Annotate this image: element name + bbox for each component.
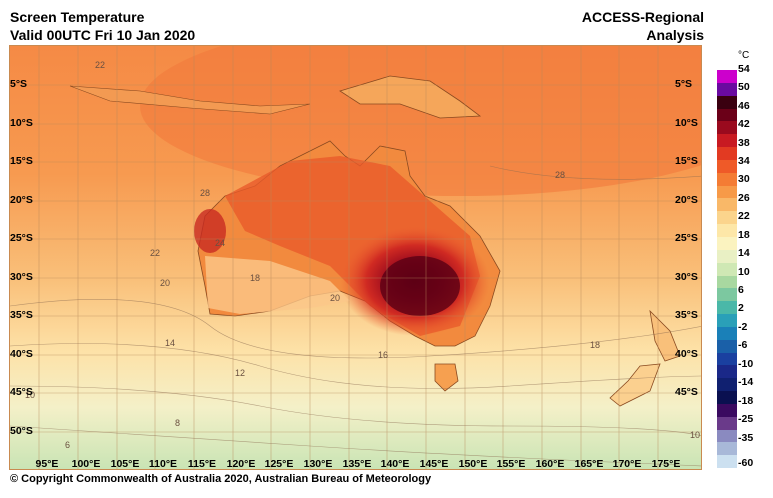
legend-unit: °C xyxy=(738,50,750,61)
svg-text:28: 28 xyxy=(555,170,565,180)
scale-label: 54 xyxy=(738,63,750,75)
scale-label: 30 xyxy=(738,173,750,185)
lon-label: 160°E xyxy=(535,458,565,470)
svg-text:10: 10 xyxy=(25,390,35,400)
scale-label: -18 xyxy=(738,395,754,407)
lat-label: 35°S xyxy=(675,309,698,321)
lat-label: 45°S xyxy=(10,386,33,398)
lat-label: 5°S xyxy=(675,78,693,90)
lon-label: 135°E xyxy=(342,458,372,470)
product-type: Analysis xyxy=(646,27,704,43)
lat-label: 5°S xyxy=(10,78,28,90)
svg-text:24: 24 xyxy=(215,238,225,248)
scale-label: 10 xyxy=(738,266,750,278)
scale-label: 34 xyxy=(738,155,750,167)
lat-label: 20°S xyxy=(10,194,33,206)
lat-label: 40°S xyxy=(10,348,33,360)
temperature-map[interactable]: 22 28 24 22 20 18 20 14 12 16 10 8 6 18 … xyxy=(9,45,702,470)
lon-label: 130°E xyxy=(303,458,333,470)
scale-label: 26 xyxy=(738,192,750,204)
svg-text:8: 8 xyxy=(175,418,180,428)
scale-label: -6 xyxy=(738,339,748,351)
lat-label: 20°S xyxy=(675,194,698,206)
scale-label: -25 xyxy=(738,413,754,425)
lon-label: 155°E xyxy=(496,458,526,470)
scale-label: -14 xyxy=(738,376,754,388)
lon-label: 100°E xyxy=(71,458,101,470)
lon-label: 170°E xyxy=(612,458,642,470)
copyright-notice: © Copyright Commonwealth of Australia 20… xyxy=(10,473,432,485)
scale-label: 2 xyxy=(738,302,744,314)
model-info: ACCESS-Regional Analysis xyxy=(582,8,704,44)
lon-label: 145°E xyxy=(419,458,449,470)
svg-text:18: 18 xyxy=(250,273,260,283)
lat-label: 15°S xyxy=(675,155,698,167)
lon-label: 125°E xyxy=(264,458,294,470)
lat-label: 45°S xyxy=(675,386,698,398)
scale-label: -10 xyxy=(738,358,754,370)
scale-label: 38 xyxy=(738,137,750,149)
lon-label: 115°E xyxy=(187,458,217,470)
lat-label: 35°S xyxy=(10,309,33,321)
lon-label: 175°E xyxy=(651,458,681,470)
lon-label: 165°E xyxy=(574,458,604,470)
scale-label: 14 xyxy=(738,247,750,259)
svg-text:28: 28 xyxy=(200,188,210,198)
svg-text:12: 12 xyxy=(235,368,245,378)
lon-label: 140°E xyxy=(380,458,410,470)
contour-label: 22 xyxy=(95,60,105,70)
scale-label: -2 xyxy=(738,321,748,333)
scale-label: 22 xyxy=(738,210,750,222)
scale-label: 50 xyxy=(738,81,750,93)
svg-text:10: 10 xyxy=(690,430,700,440)
scale-label: -35 xyxy=(738,432,754,444)
lon-label: 95°E xyxy=(35,458,59,470)
scale-label: 6 xyxy=(738,284,744,296)
scale-label: -60 xyxy=(738,457,754,469)
svg-text:14: 14 xyxy=(165,338,175,348)
lon-label: 150°E xyxy=(458,458,488,470)
title-text: Screen Temperature xyxy=(10,9,145,25)
valid-time: Valid 00UTC Fri 10 Jan 2020 xyxy=(10,27,196,43)
color-scale-labels: 54 50 46 42 38 34 30 26 22 18 14 10 6 2 … xyxy=(738,60,773,470)
lat-label: 50°S xyxy=(10,425,33,437)
lat-label: 10°S xyxy=(10,117,33,129)
scale-label: 18 xyxy=(738,229,750,241)
lon-label: 105°E xyxy=(110,458,140,470)
chart-title: Screen Temperature Valid 00UTC Fri 10 Ja… xyxy=(10,8,195,44)
scale-label: 46 xyxy=(738,100,750,112)
map-canvas: 22 28 24 22 20 18 20 14 12 16 10 8 6 18 … xyxy=(10,46,701,469)
lat-label: 30°S xyxy=(10,271,33,283)
model-name: ACCESS-Regional xyxy=(581,9,704,25)
svg-text:16: 16 xyxy=(378,350,388,360)
lon-label: 120°E xyxy=(226,458,256,470)
svg-text:6: 6 xyxy=(65,440,70,450)
latitude-labels-left: 5°S 10°S 15°S 20°S 25°S 30°S 35°S 40°S 4… xyxy=(10,45,50,470)
svg-text:20: 20 xyxy=(160,278,170,288)
latitude-labels-right: 5°S 10°S 15°S 20°S 25°S 30°S 35°S 40°S 4… xyxy=(675,45,705,470)
color-scale-bar xyxy=(717,70,737,469)
lat-label: 15°S xyxy=(10,155,33,167)
scale-label: 42 xyxy=(738,118,750,130)
lat-label: 10°S xyxy=(675,117,698,129)
lat-label: 25°S xyxy=(675,232,698,244)
lon-label: 110°E xyxy=(148,458,178,470)
svg-text:22: 22 xyxy=(150,248,160,258)
svg-text:18: 18 xyxy=(590,340,600,350)
lat-label: 30°S xyxy=(675,271,698,283)
longitude-labels-bottom: 95°E 100°E 105°E 110°E 115°E 120°E 125°E… xyxy=(9,458,702,470)
lat-label: 40°S xyxy=(675,348,698,360)
svg-text:20: 20 xyxy=(330,293,340,303)
lat-label: 25°S xyxy=(10,232,33,244)
